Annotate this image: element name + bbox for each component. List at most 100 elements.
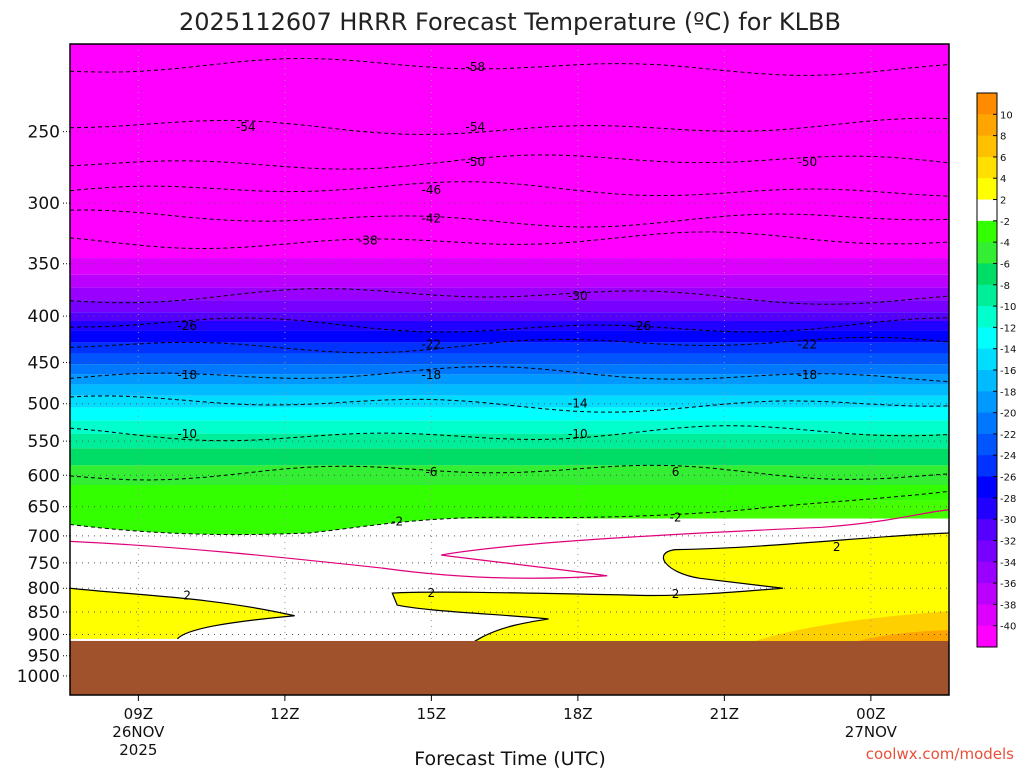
isotherm-label: -54 — [466, 120, 486, 134]
isotherm-label: -18 — [422, 368, 442, 382]
temperature-band — [70, 384, 949, 396]
isotherm-label: -22 — [798, 338, 818, 352]
y-tick-label: 950 — [28, 647, 60, 667]
isotherm-label: -10 — [177, 427, 197, 441]
isotherm-label: -58 — [466, 60, 486, 74]
colorbar-label: -34 — [1000, 558, 1016, 569]
colorbar-label: -28 — [1000, 494, 1016, 505]
isotherm-label: -46 — [422, 183, 442, 197]
colorbar-swatch — [977, 199, 997, 222]
colorbar-label: -2 — [1000, 217, 1010, 228]
temperature-band — [70, 312, 949, 321]
isotherm-label: -38 — [358, 234, 378, 248]
y-tick-label: 800 — [28, 579, 60, 599]
colorbar-label: -12 — [1000, 323, 1016, 334]
y-tick-label: 250 — [28, 123, 60, 143]
colorbar-swatch — [977, 476, 997, 499]
temperature-band — [70, 300, 949, 313]
y-tick-label: 1000 — [17, 667, 60, 687]
colorbar-label: -40 — [1000, 622, 1016, 633]
temperature-band — [70, 342, 949, 354]
temperature-band — [70, 448, 949, 466]
contour-2c-left — [70, 587, 295, 640]
contour-minus2c-label: -2 — [391, 515, 403, 529]
isotherm-label: -26 — [632, 319, 652, 333]
y-tick-label: 850 — [28, 603, 60, 623]
colorbar-swatch — [977, 370, 997, 392]
colorbar-label: -6 — [1000, 259, 1010, 270]
colorbar-label: -26 — [1000, 473, 1016, 484]
y-tick-label: 550 — [28, 432, 60, 452]
colorbar: 10 8 6 4 2 -2 -4 -6 -8 -10 -12 -14 -16 -18 -20 -22 -24 -2… — [976, 92, 1016, 648]
y-tick-label: 750 — [28, 554, 60, 574]
temperature-band — [70, 433, 949, 449]
colorbar-label: 8 — [1000, 132, 1006, 143]
x-tick-date: 26NOV — [112, 723, 165, 741]
temperature-band — [70, 407, 949, 421]
colorbar-swatch — [977, 540, 997, 563]
plot-frame — [69, 43, 950, 696]
contour-2c-main — [391, 532, 949, 695]
x-tick-date: 27NOV — [845, 723, 898, 741]
x-tick-label: 18Z — [563, 705, 592, 723]
x-tick-year: 2025 — [119, 741, 157, 759]
colorbar-swatch — [977, 455, 997, 478]
x-tick-label: 09Z — [124, 705, 153, 723]
colorbar-label: 2 — [1000, 196, 1006, 207]
y-tick-label: 500 — [28, 395, 60, 415]
colorbar-swatch — [977, 497, 997, 520]
temperature-band — [70, 395, 949, 408]
colorbar-swatch — [977, 284, 997, 307]
colorbar-swatch — [977, 93, 997, 115]
colorbar-swatch — [977, 604, 997, 627]
colorbar-swatch — [977, 220, 997, 243]
credit-text: coolwx.com/models — [866, 745, 1014, 763]
colorbar-label: -10 — [1000, 302, 1016, 313]
colorbar-label: -38 — [1000, 600, 1016, 611]
temperature-band — [70, 374, 949, 385]
y-tick-label: 650 — [28, 498, 60, 518]
x-tick-label: 00Z — [856, 705, 885, 723]
colorbar-label: -16 — [1000, 366, 1016, 377]
colorbar-swatch — [977, 178, 997, 201]
colorbar-swatch — [977, 306, 997, 328]
temperature-band — [70, 364, 949, 375]
isotherm-line — [70, 425, 949, 442]
temperature-band — [70, 44, 949, 259]
colorbar-swatch — [977, 327, 997, 350]
isotherm-label: 6 — [672, 465, 680, 479]
isotherm-label: -22 — [422, 338, 442, 352]
temperature-band — [70, 420, 949, 434]
colorbar-swatch — [977, 263, 997, 286]
isotherm-label: -54 — [236, 120, 256, 134]
contour-minus2c-label: -2 — [670, 510, 682, 524]
isotherm-labels: -58-54 -54-50 -50-46-42-38-30-26 -26-22 -22-… — [177, 60, 841, 603]
temperature-band — [70, 274, 949, 288]
colorbar-swatch — [977, 391, 997, 414]
contour-2c-label: 2 — [183, 589, 191, 603]
colorbar-label: -24 — [1000, 451, 1016, 462]
temperature-band — [70, 320, 949, 331]
contour-2c-label: 2 — [672, 587, 680, 601]
y-tick-label: 300 — [28, 194, 60, 214]
y-tick-label: 700 — [28, 527, 60, 547]
y-tick-label: 350 — [28, 255, 60, 275]
chart-title: 2025112607 HRRR Forecast Temperature (ºC… — [179, 8, 841, 36]
colorbar-label: -14 — [1000, 345, 1016, 356]
isotherm-label: -18 — [177, 368, 197, 382]
plot-area: -58-54 -54-50 -50-46-42-38-30-26 -26-22 -22-… — [70, 44, 949, 695]
colorbar-swatch — [977, 583, 997, 605]
colorbar-label: -4 — [1000, 238, 1010, 249]
contour-2c-label: 2 — [428, 586, 436, 600]
x-tick-label: 15Z — [417, 705, 446, 723]
temperature-band — [70, 258, 949, 275]
isotherm-label: -26 — [177, 319, 197, 333]
near-freezing-band — [70, 475, 949, 535]
colorbar-label: -32 — [1000, 536, 1016, 547]
isotherm-label: -42 — [422, 212, 442, 226]
temperature-band — [70, 330, 949, 343]
y-tick-label: 600 — [28, 466, 60, 486]
pressure-axis: 2503003504004505005506006507007508008509… — [17, 123, 70, 687]
contour-2c-label: 2 — [833, 540, 841, 554]
colorbar-label: -30 — [1000, 515, 1016, 526]
